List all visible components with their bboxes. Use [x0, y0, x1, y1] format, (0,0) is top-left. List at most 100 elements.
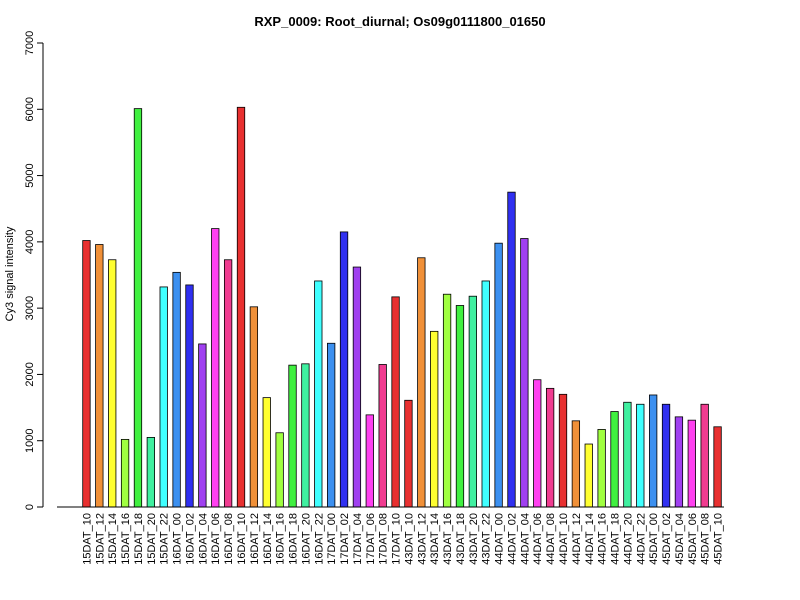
x-axis-tick-label: 43DAT_10	[403, 513, 415, 565]
x-axis-tick-label: 44DAT_12	[571, 513, 583, 565]
bar	[262, 397, 271, 508]
x-axis-tick-label: 16DAT_18	[288, 513, 300, 565]
bar	[172, 271, 181, 508]
bar	[533, 379, 542, 508]
x-axis-tick-label: 44DAT_14	[584, 513, 596, 565]
x-axis-tick-label: 44DAT_02	[506, 513, 518, 565]
x-axis-tick-label: 43DAT_20	[468, 513, 480, 565]
bar	[120, 438, 130, 508]
y-axis-tick-label: 2000	[24, 362, 36, 386]
bar	[82, 240, 91, 508]
bar	[417, 257, 426, 508]
x-axis-tick-label: 15DAT_16	[120, 513, 132, 565]
y-axis-tick-label: 4000	[24, 230, 36, 254]
bar	[185, 284, 194, 508]
bar	[545, 387, 555, 508]
bar	[249, 306, 259, 508]
x-axis-tick-label: 44DAT_20	[622, 513, 634, 565]
x-axis-tick-label: 44DAT_18	[610, 513, 622, 565]
x-axis-tick-label: 16DAT_16	[275, 513, 287, 565]
bar	[687, 419, 696, 508]
y-axis-label: Cy3 signal intensity	[4, 226, 16, 321]
bar	[481, 280, 490, 508]
bar	[430, 330, 439, 508]
x-axis-tick-label: 17DAT_10	[391, 513, 403, 565]
y-axis: 0 1000 2000 3000 4000 5000 6000 7000	[24, 31, 44, 510]
x-axis-tick-label: 45DAT_02	[661, 513, 673, 565]
x-axis-tick-label: 45DAT_00	[648, 513, 660, 565]
bar	[146, 436, 155, 508]
x-axis-tick-label: 17DAT_08	[378, 513, 390, 565]
x-axis-tick-label: 16DAT_00	[172, 513, 184, 565]
x-axis-tick-label: 17DAT_00	[326, 513, 338, 565]
chart-title: RXP_0009: Root_diurnal; Os09g0111800_016…	[254, 14, 545, 29]
y-axis-tick-label: 0	[24, 504, 36, 510]
x-axis-tick-label: 45DAT_06	[687, 513, 699, 565]
x-axis-tick-label: 15DAT_12	[94, 513, 106, 565]
bar	[468, 295, 477, 508]
x-axis-tick-label: 44DAT_22	[635, 513, 647, 565]
x-axis-tick-label: 43DAT_12	[416, 513, 428, 565]
bar	[339, 231, 349, 508]
bar	[198, 343, 207, 508]
x-axis-tick-label: 44DAT_00	[494, 513, 506, 565]
bar	[507, 191, 516, 508]
x-axis-tick-label: 15DAT_18	[133, 513, 145, 565]
x-axis-tick-label: 45DAT_04	[674, 513, 686, 565]
bar	[442, 293, 452, 508]
x-axis-tick-label: 16DAT_08	[223, 513, 235, 565]
x-axis-tick-label: 45DAT_10	[713, 513, 725, 565]
bar	[314, 280, 323, 508]
bar	[327, 342, 336, 508]
x-axis-tick-label: 15DAT_22	[159, 513, 171, 565]
x-axis-tick-label: 17DAT_04	[352, 513, 364, 565]
bar	[211, 228, 220, 508]
x-axis-tick-label: 44DAT_06	[532, 513, 544, 565]
bar	[700, 403, 709, 508]
bar	[301, 363, 310, 508]
x-axis-tick-label: 16DAT_12	[249, 513, 261, 565]
x-axis-tick-label: 43DAT_16	[442, 513, 454, 565]
x-axis-tick-label: 43DAT_18	[455, 513, 467, 565]
bar	[455, 305, 465, 508]
x-axis-tick-label: 17DAT_06	[365, 513, 377, 565]
bar	[236, 106, 246, 508]
x-axis-tick-label: 44DAT_04	[519, 513, 531, 565]
bar	[365, 414, 374, 508]
x-axis-tick-label: 15DAT_10	[81, 513, 93, 565]
y-axis-tick-label: 7000	[24, 31, 36, 55]
bar	[133, 108, 143, 508]
bar	[649, 394, 658, 508]
bar	[223, 259, 233, 508]
bar	[494, 242, 503, 508]
y-axis-tick-label: 6000	[24, 97, 36, 121]
x-axis-tick-label: 44DAT_10	[558, 513, 570, 565]
x-axis-tick-label: 45DAT_08	[700, 513, 712, 565]
bar	[391, 296, 400, 508]
x-axis-tick-label: 15DAT_14	[107, 513, 119, 565]
bar	[674, 416, 684, 508]
x-axis-tick-label: 16DAT_06	[210, 513, 222, 565]
bar	[636, 403, 645, 508]
bar	[713, 426, 722, 508]
bar	[584, 443, 593, 508]
x-axis-tick-label: 16DAT_02	[184, 513, 196, 565]
x-axis-tick-label: 16DAT_14	[262, 513, 274, 565]
bar	[159, 286, 168, 508]
bar	[520, 238, 529, 508]
x-axis-tick-labels: 15DAT_10 15DAT_12 15DAT_14 15DAT_16 15DAT_18…	[81, 513, 724, 565]
bar	[275, 432, 284, 508]
x-axis-tick-label: 17DAT_02	[339, 513, 351, 565]
x-axis-tick-label: 16DAT_04	[197, 513, 209, 565]
bar	[404, 399, 413, 508]
x-axis-tick-label: 44DAT_08	[545, 513, 557, 565]
bar	[558, 393, 568, 508]
x-axis-tick-label: 16DAT_20	[300, 513, 312, 565]
x-axis-tick-label: 44DAT_16	[597, 513, 609, 565]
bar	[597, 429, 606, 508]
bar	[610, 411, 619, 508]
x-axis-tick-label: 43DAT_14	[429, 513, 441, 565]
bar	[623, 401, 632, 508]
bars	[82, 106, 722, 508]
